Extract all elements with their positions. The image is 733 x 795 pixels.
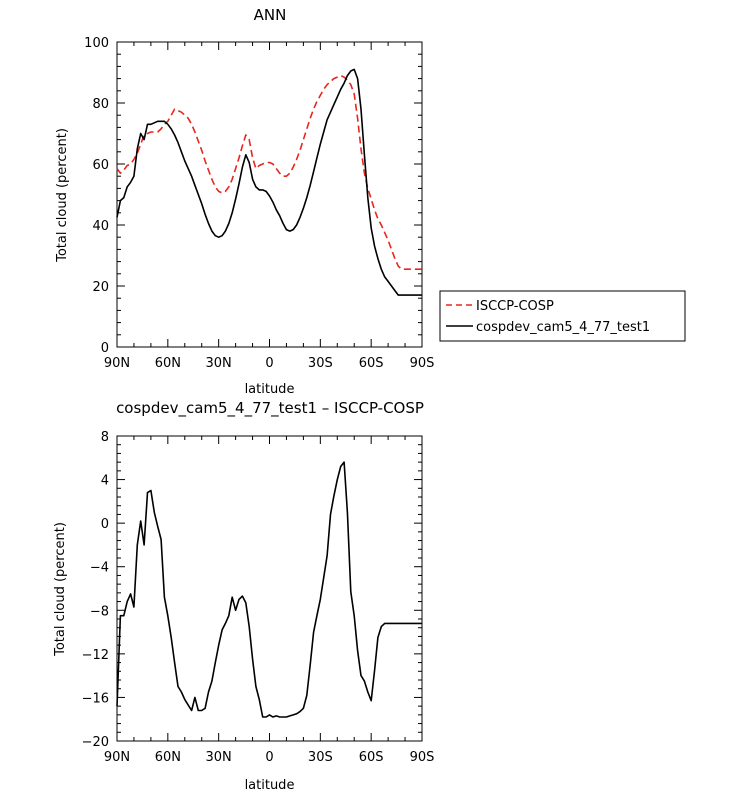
- bottom-plot-area: 90N 60N 30N 0 30S 60S 90S −20 −16 −12 −8 −4 0 4 8: [82, 430, 435, 765]
- chart0-xtick-label: 90S: [410, 356, 435, 371]
- chart0-series-line-1: [116, 68, 422, 296]
- chart0-ytick-label: 0: [101, 341, 109, 356]
- chart1-xtick-label: 60S: [359, 750, 384, 765]
- chart0-xtick-label: 30S: [308, 356, 333, 371]
- chart1-ytick-label: −8: [90, 604, 109, 619]
- chart1-ytick-label: −20: [82, 735, 109, 750]
- chart0-frame: [116, 41, 423, 348]
- chart0-ytick-label: 100: [84, 36, 109, 51]
- chart1-xtick-label: 60N: [155, 750, 181, 765]
- legend-label-isccp: ISCCP-COSP: [476, 299, 554, 314]
- top-chart-ylabel: Total cloud (percent): [55, 128, 70, 263]
- chart1-ytick-label: 0: [101, 517, 109, 532]
- bottom-chart-xlabel: latitude: [245, 778, 295, 793]
- legend: ISCCP-COSP cospdev_cam5_4_77_test1: [439, 290, 686, 342]
- bottom-chart: cospdev_cam5_4_77_test1 – ISCCP-COSP 90N…: [53, 399, 434, 793]
- chart0-ytick-label: 80: [92, 97, 109, 112]
- top-chart-xlabel: latitude: [245, 382, 295, 397]
- chart1-ytick-label: −12: [82, 648, 109, 663]
- top-chart-title: ANN: [254, 6, 287, 24]
- chart1-xtick-label: 90N: [104, 750, 130, 765]
- chart0-xtick-label: 60N: [155, 356, 181, 371]
- chart1-ytick-label: −4: [90, 561, 109, 576]
- chart0-xtick-label: 90N: [104, 356, 130, 371]
- chart1-xtick-label: 0: [265, 750, 273, 765]
- chart0-xtick-label: 30N: [206, 356, 232, 371]
- legend-label-model: cospdev_cam5_4_77_test1: [476, 320, 650, 335]
- chart1-frame: [116, 435, 423, 742]
- chart1-ytick-label: 8: [101, 430, 109, 445]
- chart0-xtick-label: 60S: [359, 356, 384, 371]
- chart1-xtick-label: 30S: [308, 750, 333, 765]
- chart0-series-line-0: [116, 74, 422, 271]
- top-plot-area: 90N 60N 30N 0 30S 60S 90S 0 20 40 60 80 100: [84, 36, 434, 371]
- chart0-ytick-label: 20: [92, 280, 109, 295]
- top-chart: ANN 90N 60N 30N 0 30S 60S 90S 0 20 40 60 80 100 lati…: [55, 6, 434, 397]
- chart0-ytick-label: 40: [92, 219, 109, 234]
- chart1-ytick-label: 4: [101, 474, 109, 489]
- chart1-series-line-0: [116, 461, 422, 718]
- chart1-ytick-label: −16: [82, 691, 109, 706]
- legend-box: [439, 290, 686, 342]
- bottom-chart-title: cospdev_cam5_4_77_test1 – ISCCP-COSP: [116, 399, 424, 418]
- chart1-xtick-label: 90S: [410, 750, 435, 765]
- chart0-xtick-label: 0: [265, 356, 273, 371]
- chart0-ytick-label: 60: [92, 158, 109, 173]
- bottom-chart-ylabel: Total cloud (percent): [53, 522, 68, 657]
- chart1-xtick-label: 30N: [206, 750, 232, 765]
